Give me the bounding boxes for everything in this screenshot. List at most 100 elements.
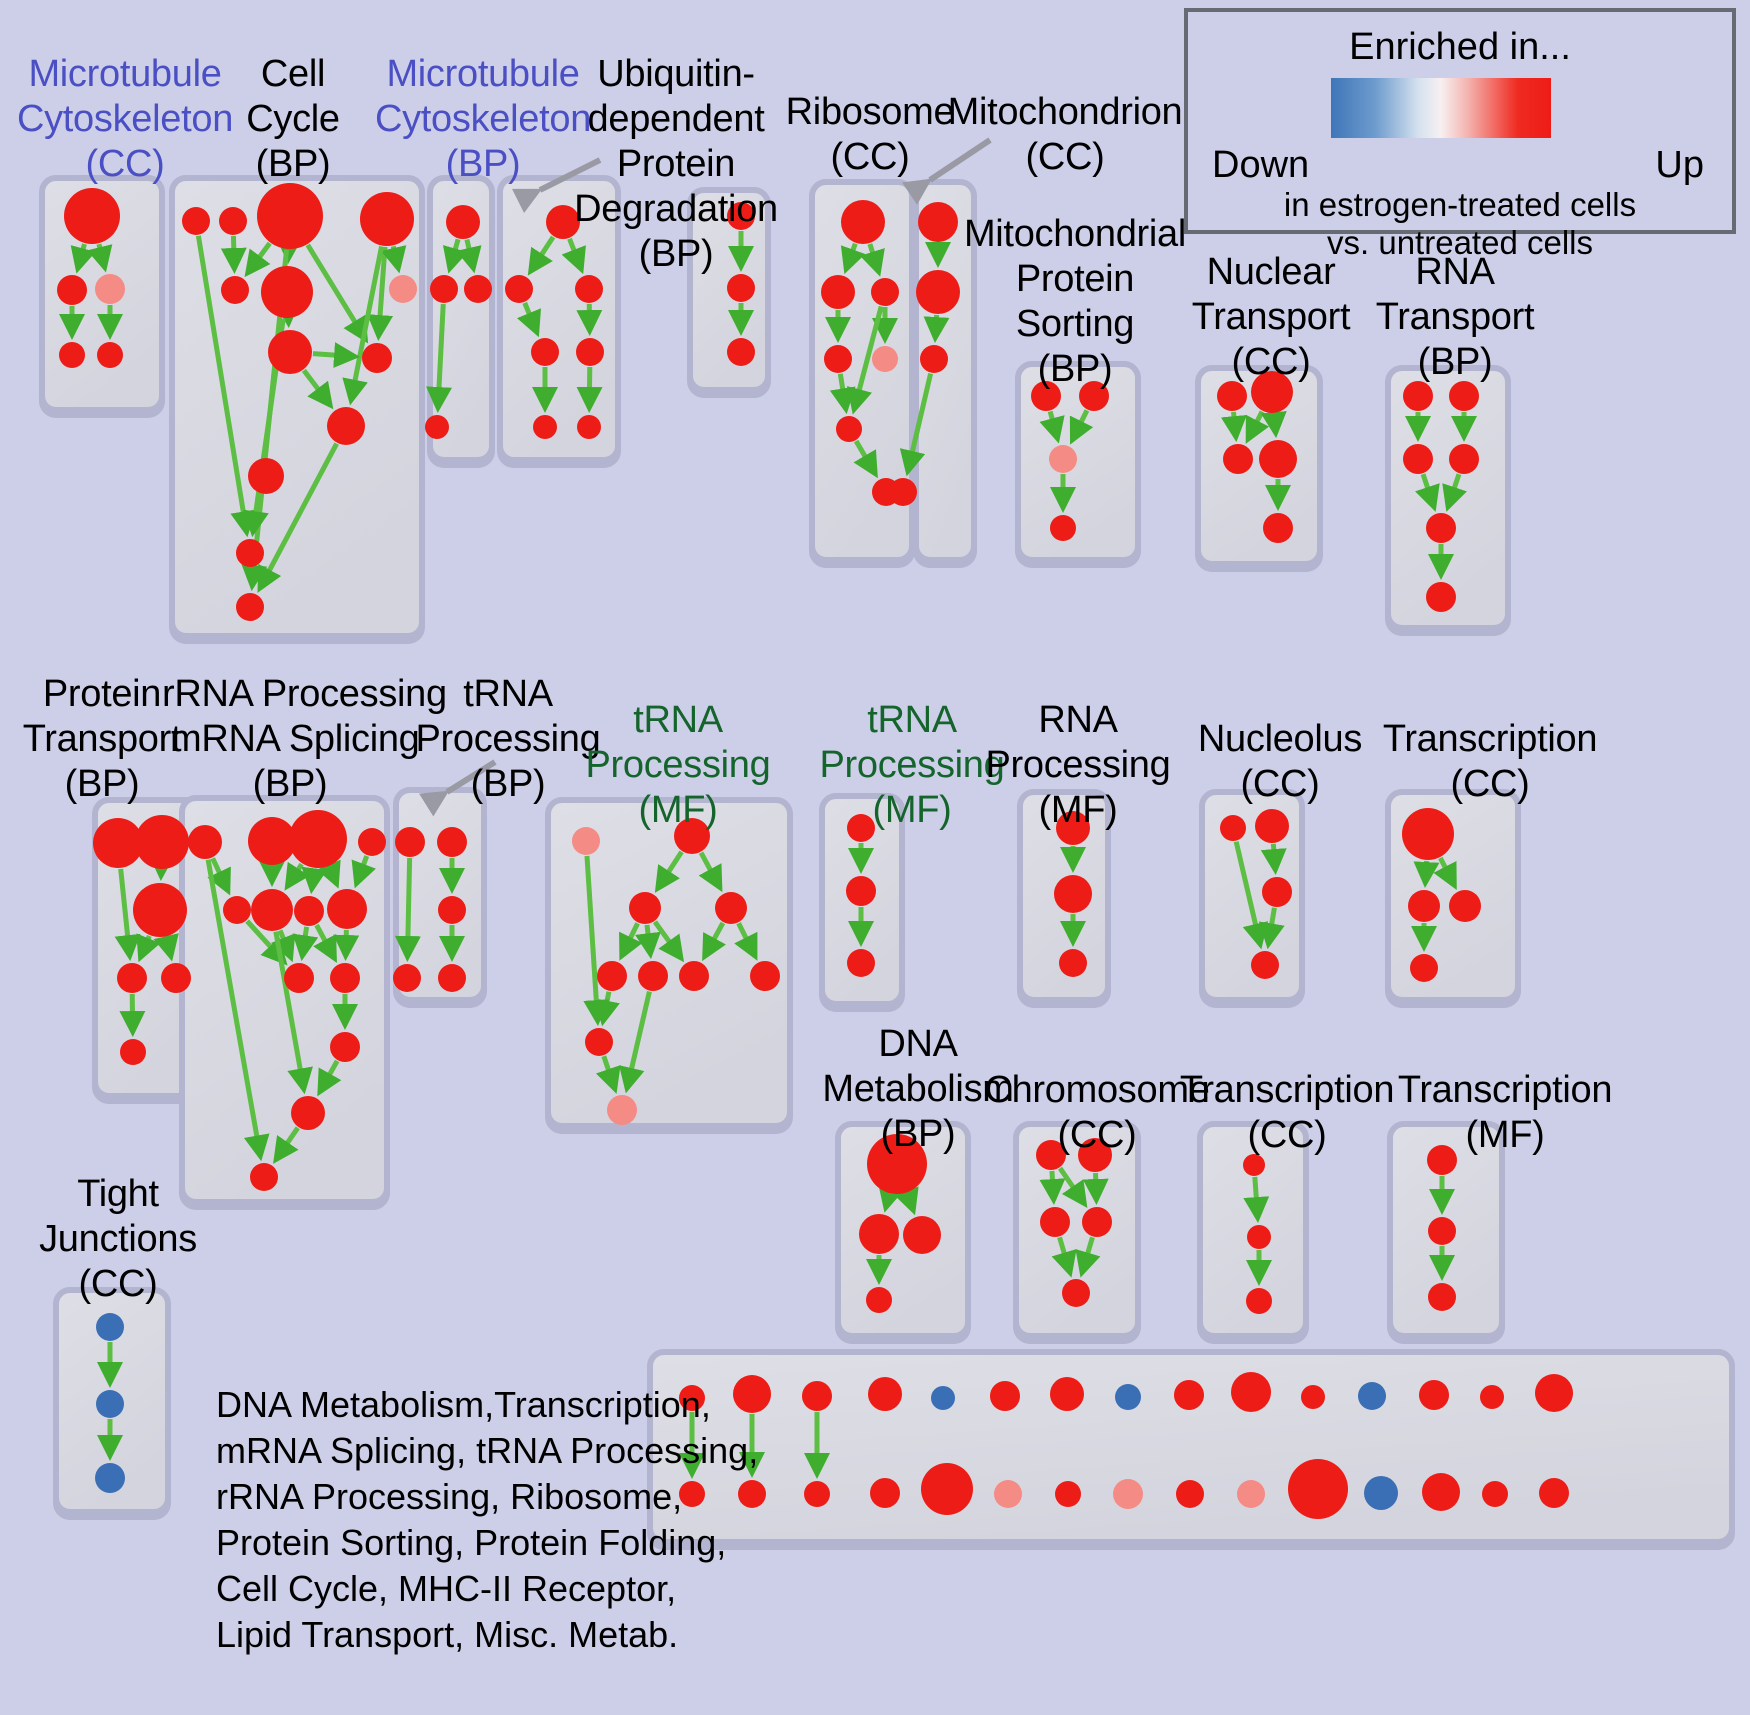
network-node[interactable] xyxy=(248,458,284,494)
network-node[interactable] xyxy=(679,1481,705,1507)
network-node[interactable] xyxy=(96,1313,124,1341)
network-node[interactable] xyxy=(1223,444,1253,474)
network-node[interactable] xyxy=(64,188,120,244)
network-node[interactable] xyxy=(1480,1385,1504,1409)
network-node[interactable] xyxy=(575,275,603,303)
network-node[interactable] xyxy=(572,827,600,855)
network-node[interactable] xyxy=(120,1039,146,1065)
network-node[interactable] xyxy=(1301,1385,1325,1409)
network-node[interactable] xyxy=(727,274,755,302)
network-node[interactable] xyxy=(1449,444,1479,474)
network-node[interactable] xyxy=(847,949,875,977)
network-node[interactable] xyxy=(59,342,85,368)
network-node[interactable] xyxy=(1049,445,1077,473)
network-node[interactable] xyxy=(505,275,533,303)
network-node[interactable] xyxy=(638,961,668,991)
network-node[interactable] xyxy=(994,1480,1022,1508)
network-node[interactable] xyxy=(847,814,875,842)
network-node[interactable] xyxy=(330,963,360,993)
network-node[interactable] xyxy=(446,205,480,239)
network-node[interactable] xyxy=(990,1381,1020,1411)
network-node[interactable] xyxy=(95,274,125,304)
network-node[interactable] xyxy=(1402,808,1454,860)
network-node[interactable] xyxy=(871,278,899,306)
network-node[interactable] xyxy=(97,342,123,368)
network-node[interactable] xyxy=(1539,1478,1569,1508)
network-node[interactable] xyxy=(1231,1372,1271,1412)
network-node[interactable] xyxy=(1426,582,1456,612)
network-node[interactable] xyxy=(1036,1140,1066,1170)
network-node[interactable] xyxy=(821,275,855,309)
network-node[interactable] xyxy=(715,892,747,924)
network-node[interactable] xyxy=(1449,381,1479,411)
network-node[interactable] xyxy=(1078,1138,1112,1172)
network-node[interactable] xyxy=(257,183,323,249)
network-node[interactable] xyxy=(1449,890,1481,922)
network-node[interactable] xyxy=(1115,1384,1141,1410)
network-node[interactable] xyxy=(95,1463,125,1493)
network-node[interactable] xyxy=(1059,949,1087,977)
network-node[interactable] xyxy=(531,338,559,366)
network-node[interactable] xyxy=(738,1480,766,1508)
network-node[interactable] xyxy=(1220,815,1246,841)
network-node[interactable] xyxy=(1428,1217,1456,1245)
network-node[interactable] xyxy=(533,415,557,439)
network-node[interactable] xyxy=(248,817,296,865)
network-node[interactable] xyxy=(802,1381,832,1411)
network-node[interactable] xyxy=(1251,371,1293,413)
network-node[interactable] xyxy=(1217,381,1247,411)
network-node[interactable] xyxy=(117,963,147,993)
network-node[interactable] xyxy=(824,345,852,373)
network-node[interactable] xyxy=(96,1390,124,1418)
network-node[interactable] xyxy=(135,815,189,869)
network-node[interactable] xyxy=(1082,1207,1112,1237)
network-node[interactable] xyxy=(546,205,580,239)
network-node[interactable] xyxy=(1055,1481,1081,1507)
network-node[interactable] xyxy=(395,827,425,857)
network-node[interactable] xyxy=(1243,1154,1265,1176)
network-node[interactable] xyxy=(674,818,710,854)
network-node[interactable] xyxy=(250,1163,278,1191)
network-node[interactable] xyxy=(389,275,417,303)
network-node[interactable] xyxy=(903,1216,941,1254)
network-node[interactable] xyxy=(1056,811,1090,845)
network-node[interactable] xyxy=(221,276,249,304)
network-node[interactable] xyxy=(362,343,392,373)
network-node[interactable] xyxy=(1358,1382,1386,1410)
network-node[interactable] xyxy=(358,828,386,856)
network-node[interactable] xyxy=(607,1095,637,1125)
network-node[interactable] xyxy=(294,896,324,926)
network-node[interactable] xyxy=(223,896,251,924)
network-node[interactable] xyxy=(1422,1473,1460,1511)
network-node[interactable] xyxy=(289,810,347,868)
network-node[interactable] xyxy=(161,963,191,993)
network-node[interactable] xyxy=(1251,951,1279,979)
network-node[interactable] xyxy=(1426,513,1456,543)
network-node[interactable] xyxy=(727,202,755,230)
network-node[interactable] xyxy=(1113,1479,1143,1509)
network-node[interactable] xyxy=(1255,809,1289,843)
network-node[interactable] xyxy=(870,1478,900,1508)
network-node[interactable] xyxy=(1040,1207,1070,1237)
network-node[interactable] xyxy=(1079,381,1109,411)
network-node[interactable] xyxy=(236,539,264,567)
network-node[interactable] xyxy=(268,330,312,374)
network-node[interactable] xyxy=(866,1287,892,1313)
network-node[interactable] xyxy=(188,825,222,859)
network-node[interactable] xyxy=(859,1214,899,1254)
network-node[interactable] xyxy=(916,270,960,314)
network-node[interactable] xyxy=(920,345,948,373)
network-node[interactable] xyxy=(464,275,492,303)
network-node[interactable] xyxy=(1288,1459,1348,1519)
network-node[interactable] xyxy=(133,883,187,937)
network-node[interactable] xyxy=(727,338,755,366)
network-node[interactable] xyxy=(872,346,898,372)
network-node[interactable] xyxy=(1403,444,1433,474)
network-node[interactable] xyxy=(1262,877,1292,907)
network-node[interactable] xyxy=(1535,1374,1573,1412)
network-node[interactable] xyxy=(1237,1480,1265,1508)
network-node[interactable] xyxy=(1482,1481,1508,1507)
network-node[interactable] xyxy=(1247,1225,1271,1249)
network-node[interactable] xyxy=(437,827,467,857)
network-node[interactable] xyxy=(804,1481,830,1507)
